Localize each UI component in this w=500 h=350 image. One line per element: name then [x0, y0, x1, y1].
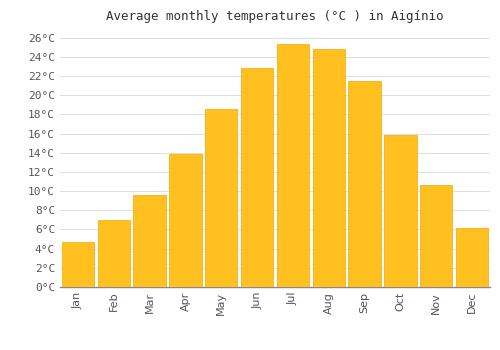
Bar: [348, 81, 380, 287]
Bar: [205, 108, 238, 287]
Bar: [420, 185, 452, 287]
Bar: [277, 44, 309, 287]
Bar: [384, 135, 416, 287]
Bar: [62, 242, 94, 287]
Bar: [98, 220, 130, 287]
Bar: [312, 49, 345, 287]
Bar: [170, 154, 202, 287]
Bar: [456, 228, 488, 287]
Bar: [241, 68, 273, 287]
Title: Average monthly temperatures (°C ) in Aigínio: Average monthly temperatures (°C ) in Ai…: [106, 10, 444, 23]
Bar: [134, 195, 166, 287]
